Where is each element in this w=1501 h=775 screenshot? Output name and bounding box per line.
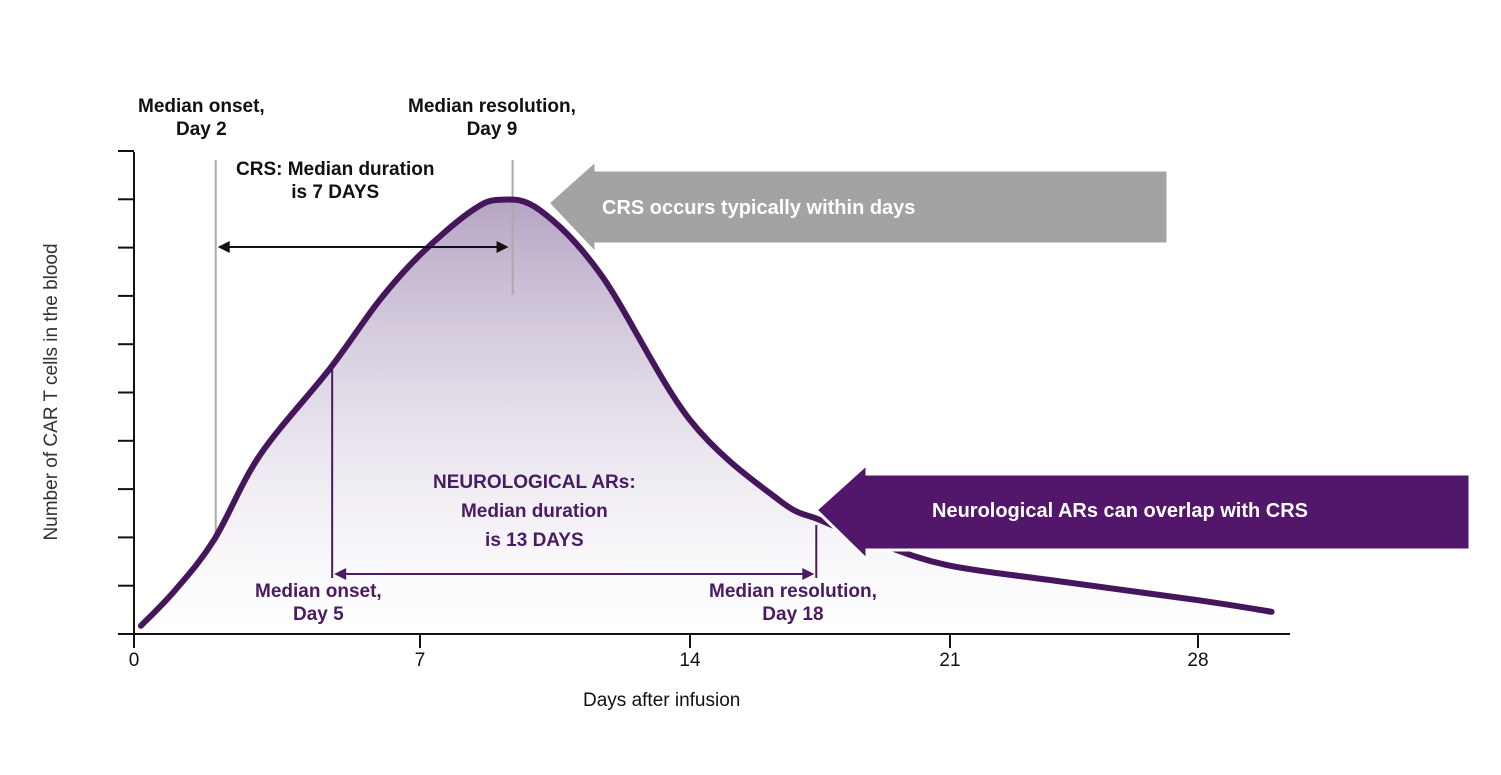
crs-resolution-label: Median resolution, Day 9 (408, 95, 576, 141)
crs-duration-arrow-head-left (217, 241, 230, 253)
neuro-callout-text: Neurological ARs can overlap with CRS (932, 500, 1309, 522)
crs-duration-line2: is 7 DAYS (291, 182, 380, 203)
crs-onset-line2: Day 2 (175, 119, 227, 140)
series-line (137, 196, 1275, 629)
x-axis-label: Days after infusion (583, 690, 741, 711)
crs-resolution-line2: Day 9 (466, 119, 518, 140)
neuro-duration-line2: Median duration (460, 501, 608, 522)
neuro-resolution-line2: Day 18 (762, 604, 824, 625)
x-tick-label: 28 (1187, 650, 1209, 671)
neuro-duration-arrow-head-left (334, 568, 347, 580)
crs-onset-line1: Median onset, (138, 96, 265, 117)
neuro-duration-arrow-head-right (802, 568, 815, 580)
x-tick-label: 14 (679, 650, 701, 671)
y-axis-label: Number of CAR T cells in the blood (41, 243, 62, 541)
neuro-resolution-label: Median resolution, Day 18 (709, 580, 877, 626)
crs-callout-text: CRS occurs typically within days (602, 197, 916, 219)
area-fill (140, 199, 1272, 634)
neuro-onset-line2: Day 5 (292, 604, 344, 625)
crs-callout-arrow (545, 156, 1170, 258)
x-tick-label: 0 (128, 650, 140, 671)
neuro-onset-line1: Median onset, (255, 581, 382, 602)
neuro-duration-line1: NEUROLOGICAL ARs: (433, 472, 636, 493)
crs-duration-arrow-head-right (496, 241, 509, 253)
crs-onset-label: Median onset, Day 2 (138, 95, 265, 141)
neuro-resolution-line1: Median resolution, (709, 581, 877, 602)
crs-resolution-line1: Median resolution, (408, 96, 576, 117)
crs-duration-line1: CRS: Median duration (236, 159, 435, 180)
x-tick-label: 21 (939, 650, 961, 671)
x-tick-label: 7 (414, 650, 426, 671)
neuro-callout-arrow (813, 460, 1472, 564)
neuro-duration-line3: is 13 DAYS (485, 530, 584, 551)
neuro-onset-label: Median onset, Day 5 (255, 580, 382, 626)
neuro-duration-label: NEUROLOGICAL ARs: Median duration is 13 … (433, 468, 636, 555)
crs-duration-label: CRS: Median duration is 7 DAYS (236, 158, 434, 204)
